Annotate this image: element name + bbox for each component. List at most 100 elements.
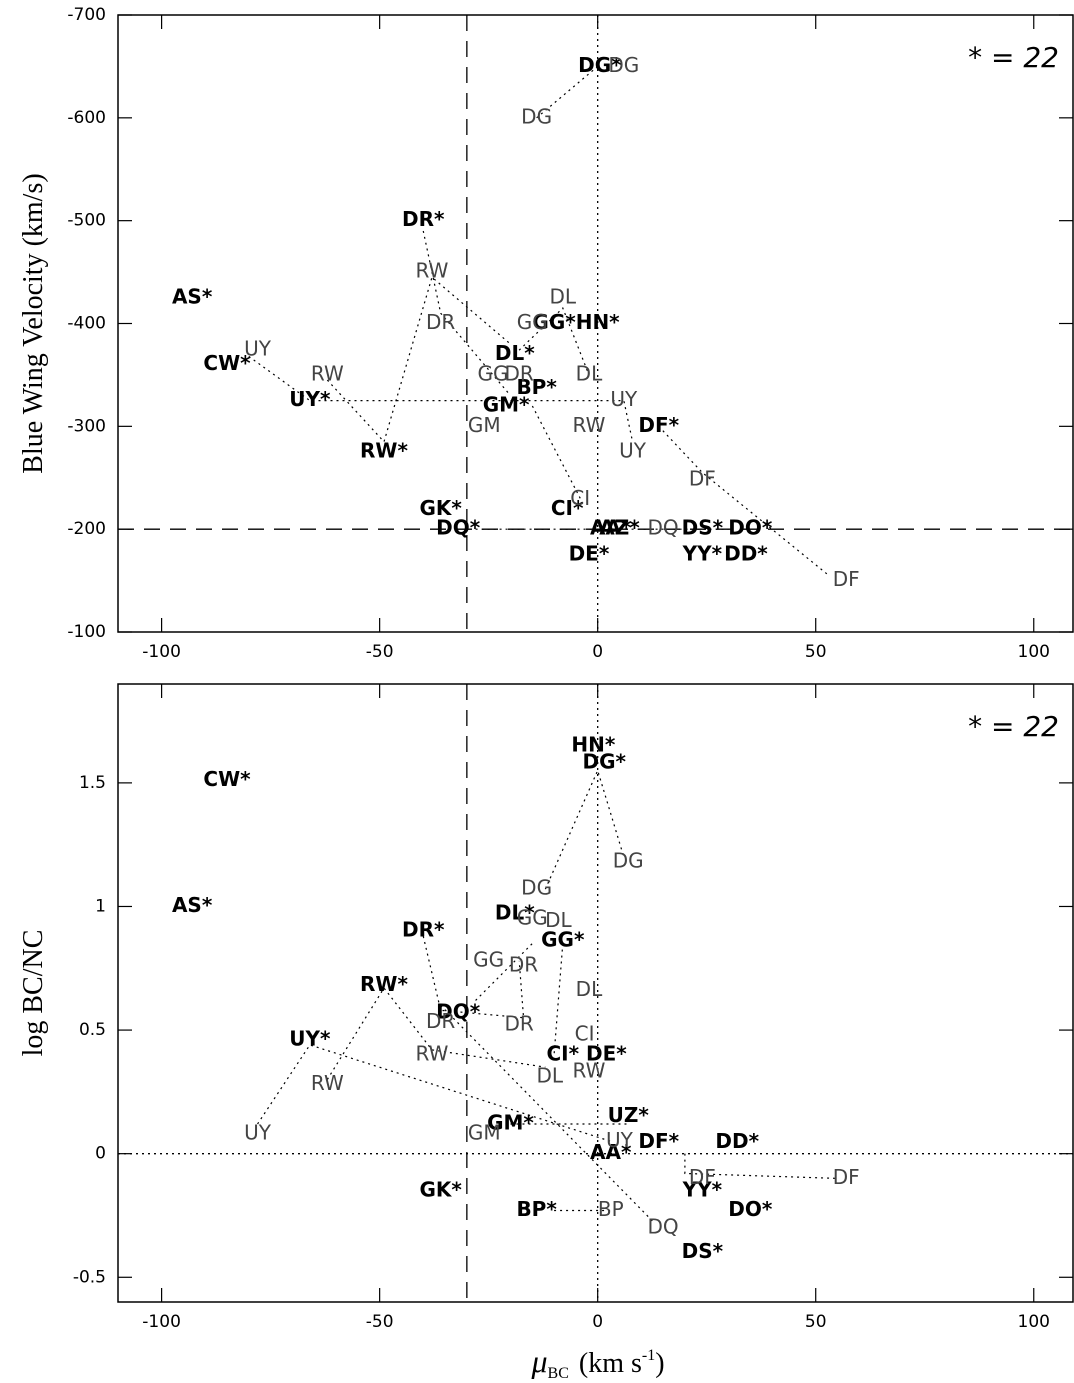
point-label: DF*	[638, 1129, 679, 1153]
x-tick-label: -50	[366, 642, 394, 662]
point-label: CI*	[551, 496, 584, 520]
track-line	[326, 276, 511, 443]
point-label: DF	[689, 1165, 716, 1189]
point-label: UY	[619, 439, 647, 463]
point-label: UY	[244, 1120, 272, 1144]
point-label: UY*	[289, 387, 331, 411]
point-label: RW	[416, 259, 449, 283]
point-label: DQ	[648, 1214, 679, 1238]
y-tick-label: 1.5	[79, 773, 106, 793]
track-line	[684, 1153, 838, 1179]
y-tick-label: 0.5	[79, 1020, 106, 1040]
x-tick-label: -100	[142, 642, 181, 662]
point-label: GG	[473, 947, 504, 971]
point-label: DL	[576, 977, 603, 1001]
point-label: DF	[833, 567, 860, 591]
point-label: GG	[517, 310, 548, 334]
point-label: DL*	[495, 341, 535, 365]
point-label: AZ*	[599, 516, 640, 540]
y-axis-label: Blue Wing Velocity (km/s)	[18, 173, 49, 473]
point-label: DG*	[578, 53, 622, 77]
point-label: DQ	[648, 516, 679, 540]
point-label: DG	[521, 876, 552, 900]
point-label: DL*	[495, 900, 535, 924]
y-tick-label: -300	[67, 416, 106, 436]
x-label-subscript: BC	[548, 1365, 569, 1382]
y-tick-label: 1	[95, 896, 106, 916]
x-label-unit: (km s	[579, 1348, 642, 1379]
point-label: BP*	[516, 1197, 557, 1221]
point-label: DO*	[728, 1197, 773, 1221]
point-label: RW*	[360, 439, 408, 463]
point-label: YY*	[682, 1177, 723, 1201]
track-line	[422, 936, 525, 1019]
point-label: GM*	[483, 392, 530, 416]
point-label: DG	[613, 848, 644, 872]
point-label: DS*	[682, 516, 724, 540]
x-tick-label: 50	[805, 1312, 827, 1332]
y-tick-label: 0	[95, 1144, 106, 1164]
point-label: DR	[509, 952, 538, 976]
point-label: DL	[545, 908, 572, 932]
point-label: RW	[573, 1059, 606, 1083]
y-tick-label: -100	[67, 622, 106, 642]
point-label: BP	[598, 1197, 624, 1221]
y-tick-label: -400	[67, 314, 106, 334]
point-label: RW*	[360, 972, 408, 996]
x-tick-label: -50	[366, 1312, 394, 1332]
x-label-symbol: μ	[530, 1343, 547, 1379]
x-tick-label: 0	[592, 642, 603, 662]
y-tick-label: -200	[67, 519, 106, 539]
y-tick-label: -600	[67, 108, 106, 128]
x-tick-label: 100	[1018, 642, 1050, 662]
point-label: UZ*	[608, 1103, 650, 1127]
point-label: DR	[505, 1012, 534, 1036]
point-label: DQ*	[436, 516, 481, 540]
point-label: UY*	[289, 1026, 331, 1050]
point-label: GK*	[420, 1177, 463, 1201]
point-label: DL	[550, 284, 577, 308]
point-label: DD*	[715, 1129, 759, 1153]
y-axis-label: log BC/NC	[18, 930, 49, 1057]
point-label: GM	[468, 1120, 501, 1144]
point-label: DL	[536, 1064, 563, 1088]
point-label: DF*	[638, 413, 679, 437]
point-label: CI*	[547, 1041, 580, 1065]
track-line	[553, 943, 564, 1055]
x-tick-label: -100	[142, 1312, 181, 1332]
point-label: RW	[311, 361, 344, 385]
point-label: HN*	[576, 310, 620, 334]
point-label: GG*	[541, 928, 585, 952]
point-label: DL	[576, 361, 603, 385]
y-tick-label: -0.5	[73, 1267, 106, 1287]
point-label: DR	[505, 361, 534, 385]
point-label: DG	[608, 53, 639, 77]
track-line	[248, 355, 634, 442]
point-label: AS*	[172, 284, 213, 308]
point-label: UY	[610, 387, 638, 411]
point-label: RW	[311, 1071, 344, 1095]
y-tick-label: -500	[67, 211, 106, 231]
x-label-superscript: -1	[642, 1347, 655, 1364]
annotation: * = 22	[968, 41, 1059, 74]
point-label: DD*	[724, 541, 768, 565]
point-label: HN*	[571, 732, 615, 756]
point-label: RW	[416, 1041, 449, 1065]
point-label: GG	[478, 361, 509, 385]
point-label: DE*	[569, 541, 610, 565]
point-label: UY	[244, 337, 272, 361]
point-label: GG	[517, 905, 548, 929]
point-label: DR	[426, 310, 455, 334]
track-line	[514, 307, 590, 376]
point-label: RW	[573, 413, 606, 437]
x-tick-label: 0	[592, 1312, 603, 1332]
point-label: GK*	[420, 496, 463, 520]
x-label-close: )	[655, 1348, 664, 1379]
point-label: DR*	[402, 918, 445, 942]
track-line	[422, 230, 511, 396]
point-label: UY	[606, 1128, 634, 1152]
track-line	[544, 768, 625, 890]
point-label: DS*	[682, 1239, 724, 1263]
point-label: GM	[468, 413, 501, 437]
